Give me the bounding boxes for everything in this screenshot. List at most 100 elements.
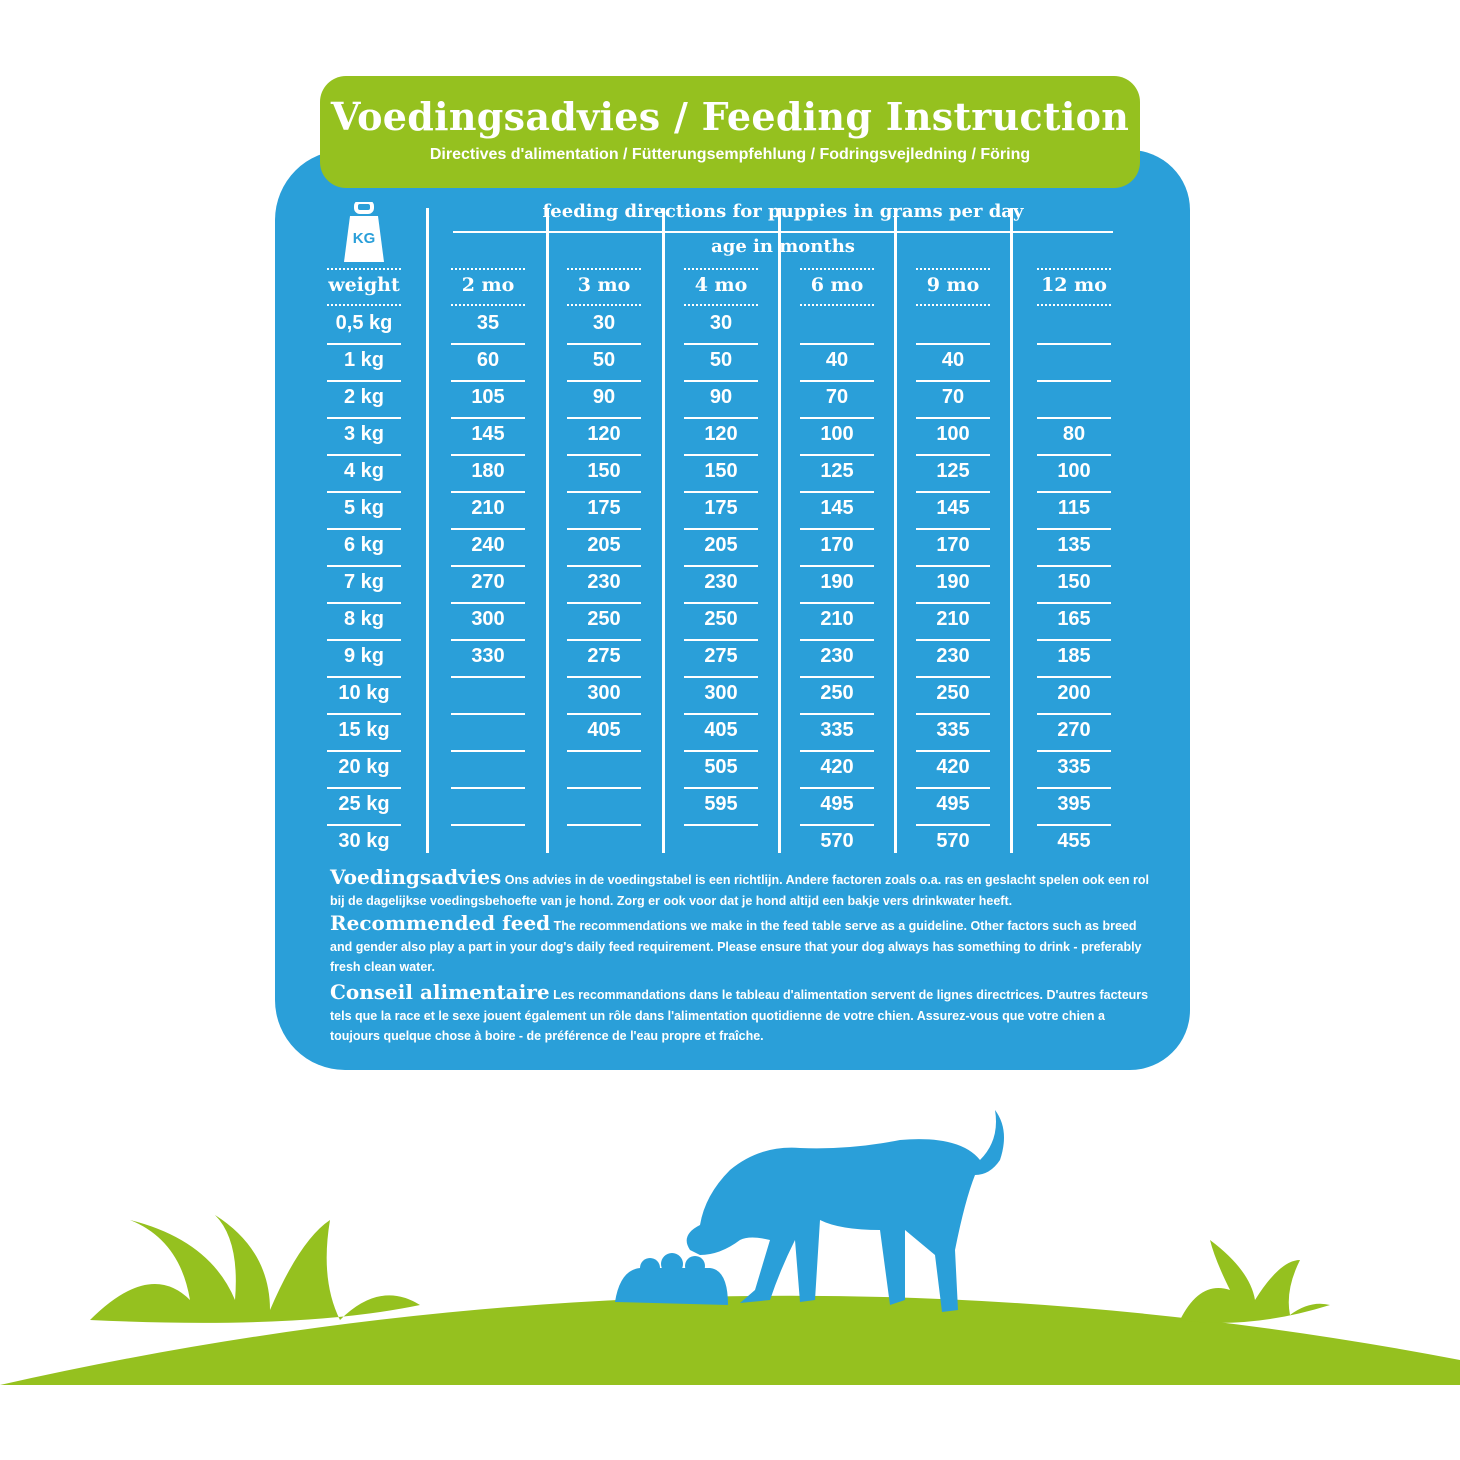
header-rule-bottom [684,304,758,306]
weight-kg-icon: KG [342,200,386,264]
age-caption: age in months [711,236,855,257]
grams-cell: 300 [451,604,525,641]
grams-cell: 455 [1057,830,1091,852]
note-heading: Voedingsadvies [330,865,502,889]
weight-cell: 9 kg [327,641,401,678]
header-rule-top [451,268,525,270]
header-rule-bottom [451,304,525,306]
grams-cell: 495 [800,789,874,826]
header-rule-top [327,268,401,270]
age-column-header: 12 mo [1041,274,1107,296]
grams-cell: 125 [916,456,990,493]
note-paragraph: Conseil alimentaire Les recommandations … [330,982,1150,1047]
grams-cell [451,715,525,752]
grams-cell: 300 [567,678,641,715]
grams-cell: 270 [451,567,525,604]
age-column-header: 4 mo [694,274,748,296]
column-divider [426,208,429,853]
grams-cell: 105 [451,382,525,419]
grams-cell: 80 [1037,419,1111,456]
grams-cell: 230 [567,567,641,604]
grams-cell: 135 [1037,530,1111,567]
grams-cell: 495 [916,789,990,826]
grams-cell: 170 [916,530,990,567]
grams-cell: 595 [684,789,758,826]
grams-cell: 145 [800,493,874,530]
grams-cell: 570 [820,830,854,852]
caption-divider [453,231,1113,233]
weight-cell: 4 kg [327,456,401,493]
column-divider [546,208,549,853]
grams-cell: 170 [800,530,874,567]
grams-cell: 405 [684,715,758,752]
weight-cell: 25 kg [327,789,401,826]
header-rule-bottom [800,304,874,306]
page-title: Voedingsadvies / Feeding Instruction [330,94,1130,139]
grams-cell [800,308,874,345]
grams-cell: 190 [800,567,874,604]
grams-cell: 145 [916,493,990,530]
grams-cell: 40 [916,345,990,382]
grams-cell: 145 [451,419,525,456]
grams-cell: 175 [684,493,758,530]
age-column-header: 9 mo [926,274,980,296]
grams-cell: 115 [1037,493,1111,530]
grams-cell: 125 [800,456,874,493]
weight-header: weight [328,274,400,296]
grams-cell: 205 [684,530,758,567]
grams-cell: 275 [684,641,758,678]
grams-cell [451,752,525,789]
grams-cell: 165 [1037,604,1111,641]
grams-cell: 150 [567,456,641,493]
grams-cell: 150 [684,456,758,493]
dog-eating-icon [686,1110,1004,1312]
grams-cell [684,826,758,863]
grams-cell: 405 [567,715,641,752]
note-text: Ons advies in de voedingstabel is een ri… [330,873,1149,908]
grams-cell [567,789,641,826]
weight-cell: 10 kg [327,678,401,715]
grams-cell: 190 [916,567,990,604]
grams-cell: 395 [1037,789,1111,826]
weight-cell: 1 kg [327,345,401,382]
grams-cell [451,826,525,863]
page-subtitle: Directives d'alimentation / Fütterungsem… [429,146,1031,163]
header-rule-top [916,268,990,270]
grams-cell: 505 [684,752,758,789]
grams-cell: 335 [1037,752,1111,789]
grams-cell: 420 [916,752,990,789]
grams-cell: 570 [936,830,970,852]
age-column-header: 3 mo [577,274,631,296]
header-banner: Voedingsadvies / Feeding Instruction Dir… [320,76,1140,188]
header-rule-bottom [327,304,401,306]
weight-cell: 15 kg [327,715,401,752]
weight-cell: 2 kg [327,382,401,419]
grams-cell: 50 [684,345,758,382]
grams-cell: 90 [684,382,758,419]
header-rule-top [1037,268,1111,270]
grams-cell: 100 [1037,456,1111,493]
weight-cell: 20 kg [327,752,401,789]
grams-cell: 275 [567,641,641,678]
note-paragraph: Recommended feed The recommendations we … [330,913,1150,978]
food-bowl-icon [615,1253,728,1305]
note-paragraph: Voedingsadvies Ons advies in de voedings… [330,867,1150,911]
note-heading: Recommended feed [330,911,551,935]
grams-cell: 120 [567,419,641,456]
grams-cell: 210 [916,604,990,641]
header-rule-bottom [916,304,990,306]
grams-cell: 270 [1037,715,1111,752]
grams-cell: 180 [451,456,525,493]
age-column-header: 2 mo [461,274,515,296]
weight-cell: 3 kg [327,419,401,456]
grams-cell: 250 [684,604,758,641]
table-caption: feeding directions for puppies in grams … [542,201,1024,222]
grams-cell [916,308,990,345]
weight-cell: 0,5 kg [327,308,401,345]
column-divider [894,208,897,853]
grams-cell: 200 [1037,678,1111,715]
age-column-header: 6 mo [810,274,864,296]
grams-cell: 335 [800,715,874,752]
grams-cell: 30 [684,308,758,345]
grams-cell: 230 [916,641,990,678]
